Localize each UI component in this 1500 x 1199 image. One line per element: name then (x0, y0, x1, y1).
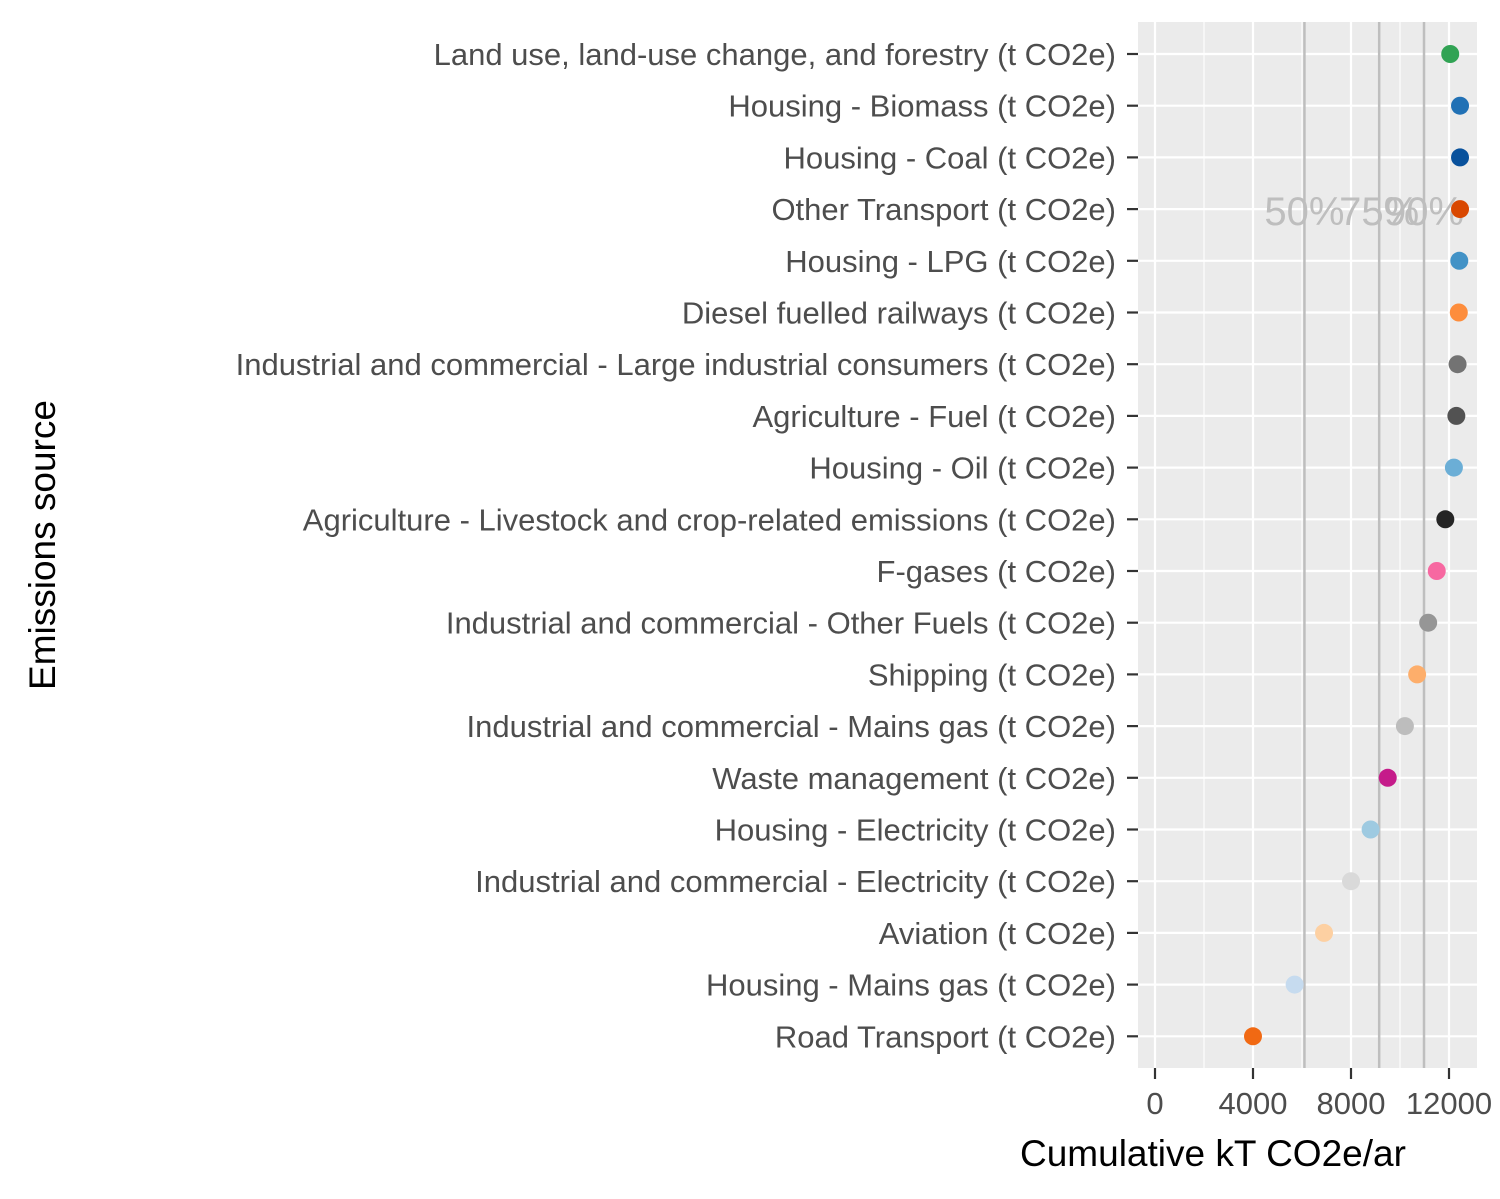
x-axis-ticks: 0 4000 8000 12000 (1146, 1068, 1492, 1121)
y-tick-label: Industrial and commercial - Mains gas (t… (466, 709, 1116, 744)
y-tick-label: Housing - LPG (t CO2e) (785, 244, 1116, 279)
x-tick-label: 12000 (1406, 1086, 1492, 1121)
plot-panel (1138, 22, 1477, 1068)
y-tick-label: Agriculture - Fuel (t CO2e) (753, 399, 1117, 434)
y-axis-ticks: Land use, land-use change, and forestry … (236, 37, 1138, 1054)
data-point (1285, 975, 1304, 994)
y-tick-label: Industrial and commercial - Other Fuels … (446, 606, 1116, 641)
y-tick-label: Housing - Oil (t CO2e) (809, 451, 1116, 486)
data-point (1450, 251, 1469, 270)
y-tick-label: Land use, land-use change, and forestry … (434, 37, 1116, 72)
data-point (1451, 148, 1470, 167)
grid-lines (1138, 22, 1477, 1068)
x-tick-label: 8000 (1317, 1086, 1386, 1121)
reference-lines: 50%75%90% (1264, 22, 1464, 1068)
y-tick-label: Housing - Electricity (t CO2e) (715, 813, 1116, 848)
y-tick-label: Housing - Mains gas (t CO2e) (706, 968, 1116, 1003)
data-point (1408, 665, 1427, 684)
y-tick-label: Waste management (t CO2e) (712, 761, 1116, 796)
data-point (1448, 355, 1467, 374)
data-point (1444, 458, 1463, 477)
x-axis-title: Cumulative kT CO2e/ar (1020, 1133, 1406, 1174)
data-point (1451, 96, 1470, 115)
data-point (1315, 923, 1334, 942)
y-tick-label: Diesel fuelled railways (t CO2e) (682, 296, 1116, 331)
data-point (1361, 820, 1380, 839)
y-tick-label: Housing - Coal (t CO2e) (783, 140, 1116, 175)
data-point (1419, 613, 1438, 632)
data-point (1395, 717, 1414, 736)
y-tick-label: Other Transport (t CO2e) (771, 192, 1116, 227)
y-axis-title: Emissions source (22, 400, 63, 690)
x-tick-label: 4000 (1219, 1086, 1288, 1121)
data-points (1244, 45, 1470, 1046)
data-point (1342, 872, 1360, 891)
y-tick-label: Road Transport (t CO2e) (775, 1019, 1116, 1054)
reference-label-75pct: 75% (1339, 190, 1419, 234)
data-point (1441, 45, 1460, 63)
data-point (1436, 510, 1455, 529)
data-point (1378, 768, 1397, 787)
reference-label-50pct: 50% (1264, 190, 1344, 234)
y-tick-label: Industrial and commercial - Electricity … (475, 864, 1116, 899)
y-tick-label: Housing - Biomass (t CO2e) (728, 89, 1116, 124)
data-point (1244, 1027, 1262, 1046)
y-tick-label: Industrial and commercial - Large indust… (236, 347, 1116, 382)
y-tick-label: F-gases (t CO2e) (877, 554, 1116, 589)
x-tick-label: 0 (1146, 1086, 1163, 1121)
data-point (1427, 562, 1446, 580)
data-point (1447, 406, 1466, 425)
reference-label-90pct: 90% (1384, 190, 1464, 234)
y-tick-label: Agriculture - Livestock and crop-related… (303, 502, 1116, 537)
data-point (1451, 200, 1470, 219)
y-tick-label: Aviation (t CO2e) (879, 916, 1116, 951)
y-tick-label: Shipping (t CO2e) (868, 657, 1116, 692)
data-point (1449, 303, 1468, 322)
